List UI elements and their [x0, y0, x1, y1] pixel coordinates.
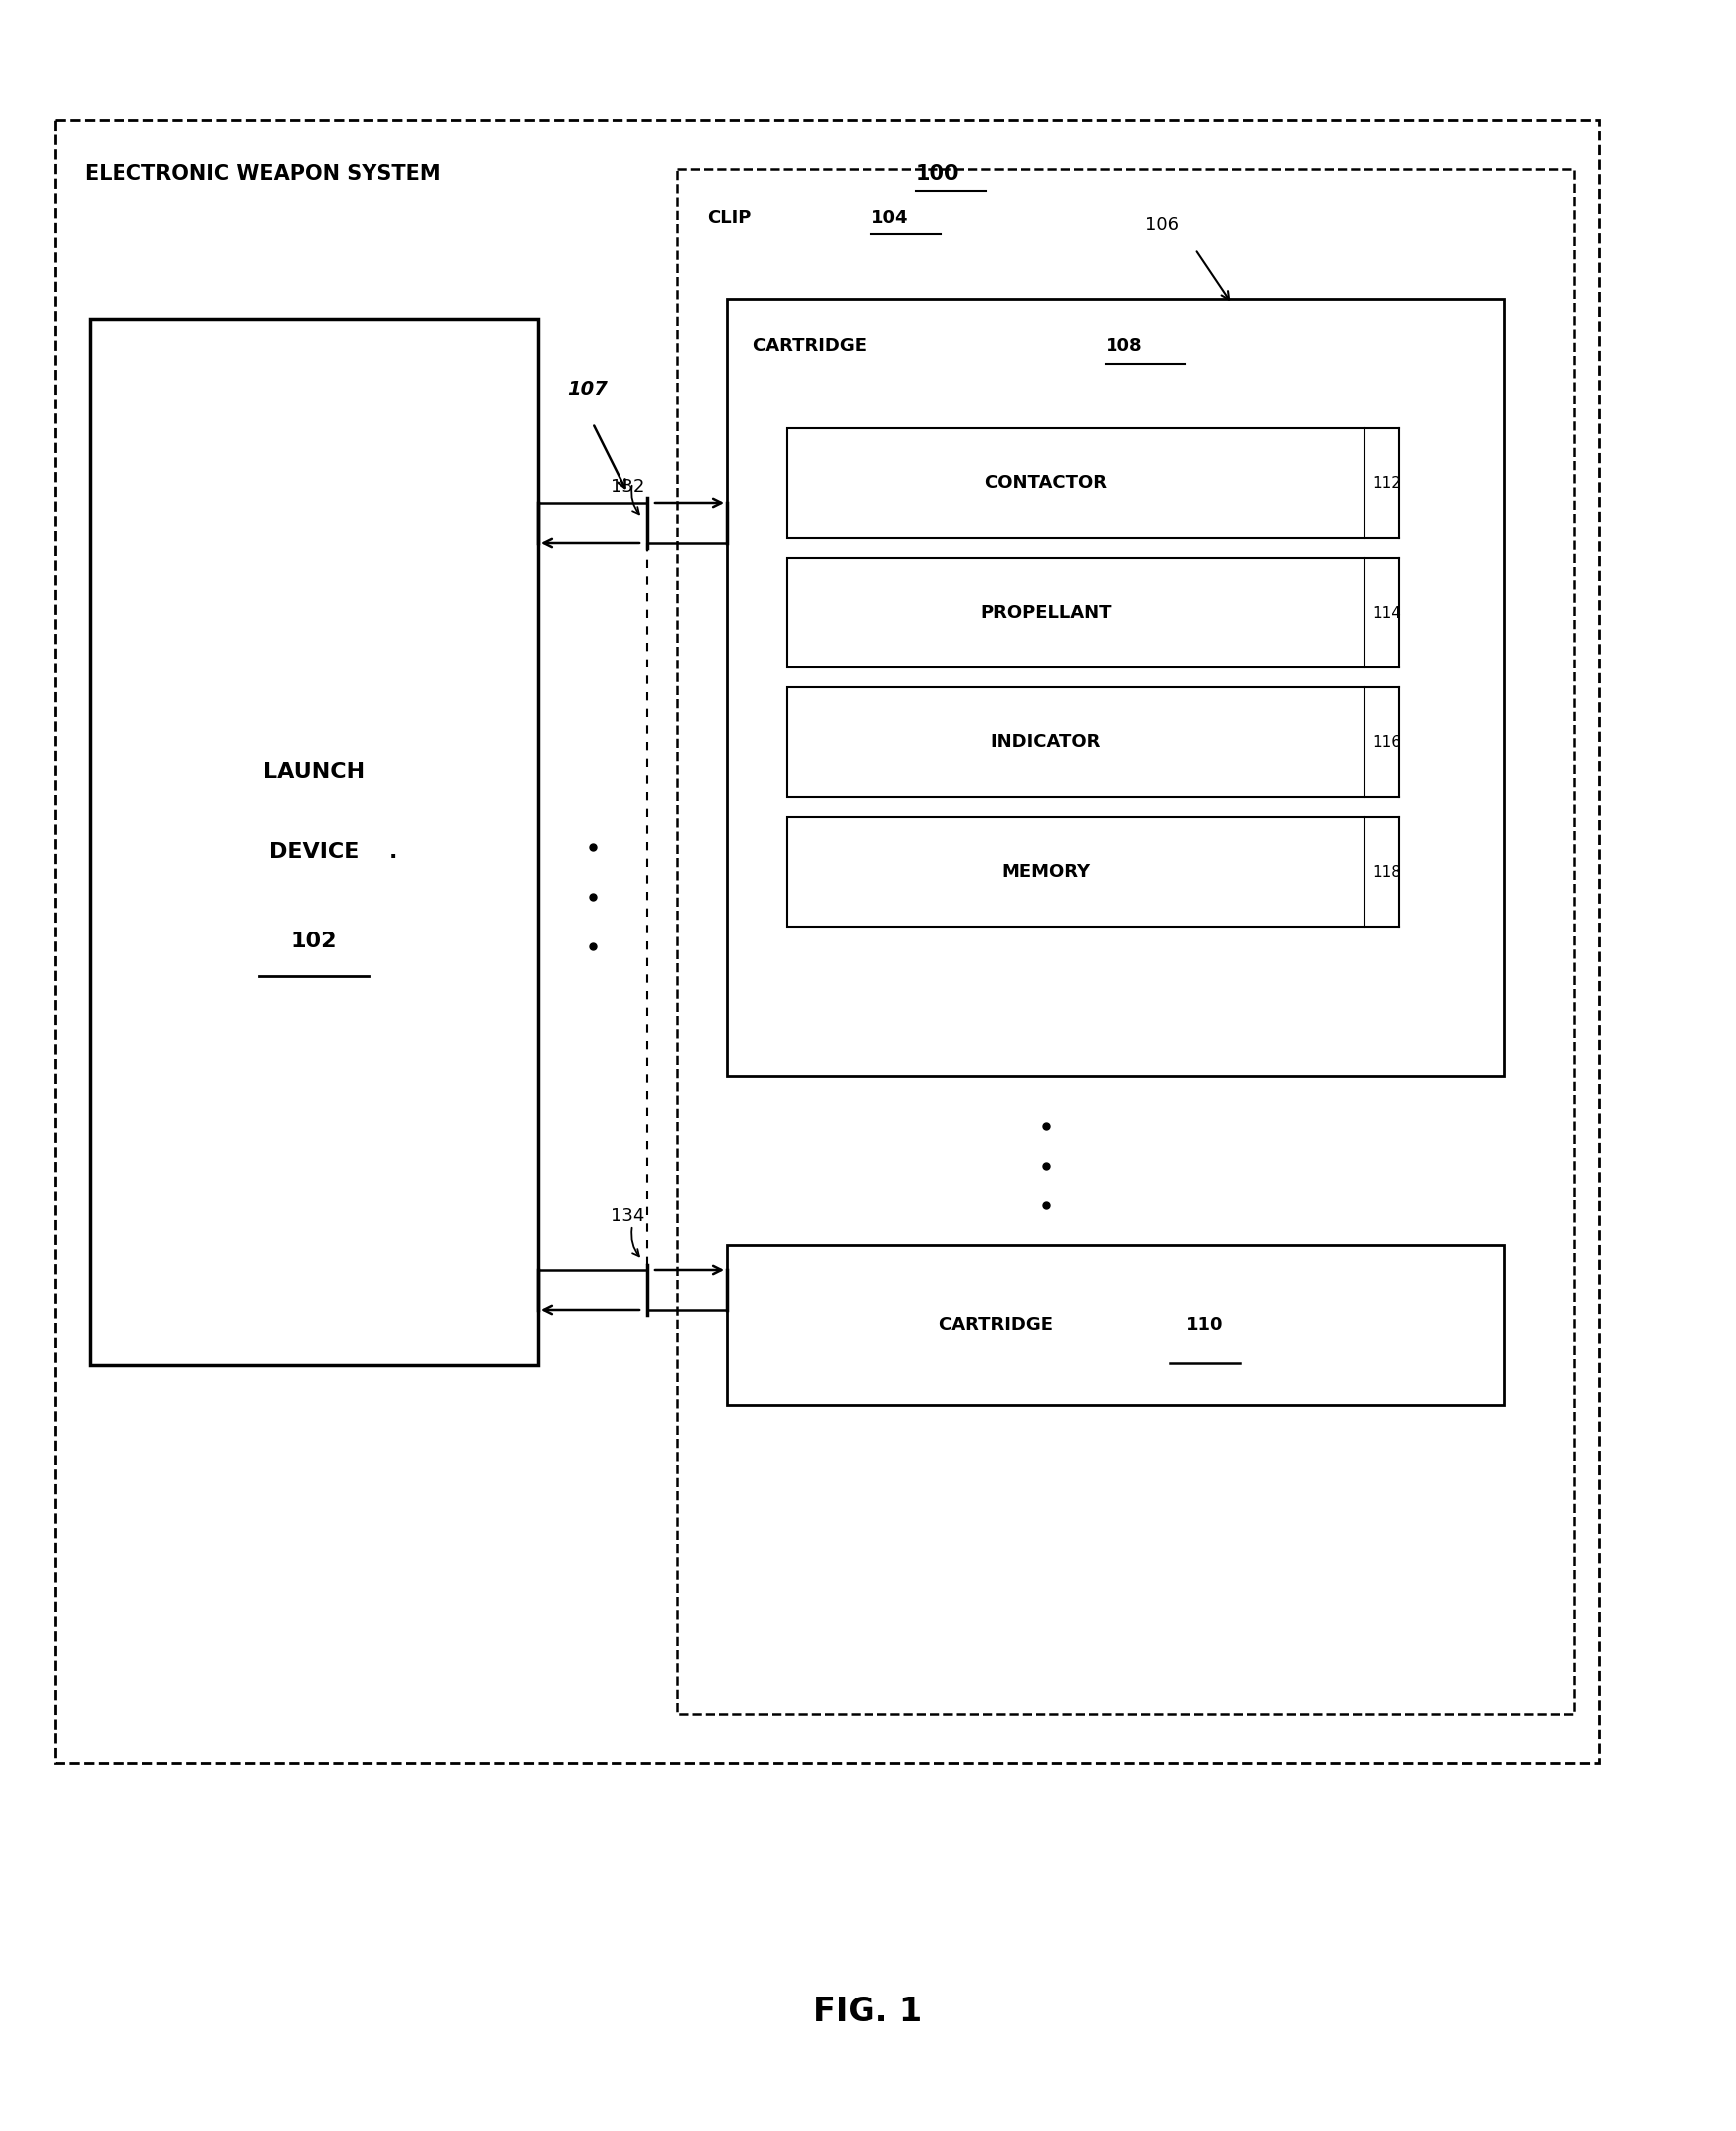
Text: CONTACTOR: CONTACTOR — [984, 475, 1108, 492]
Text: CARTRIDGE: CARTRIDGE — [939, 1317, 1054, 1334]
Text: FIG. 1: FIG. 1 — [812, 1995, 924, 2029]
Text: 108: 108 — [1106, 337, 1142, 354]
Text: .: . — [389, 842, 398, 861]
Bar — [786, 816, 1364, 927]
Text: DEVICE: DEVICE — [269, 842, 359, 861]
Bar — [786, 428, 1364, 537]
Text: 106: 106 — [1146, 215, 1179, 234]
Text: 102: 102 — [290, 931, 337, 950]
Text: LAUNCH: LAUNCH — [262, 763, 365, 782]
Text: CLIP: CLIP — [707, 209, 752, 228]
Text: 118: 118 — [1373, 865, 1401, 880]
Text: 100: 100 — [917, 164, 960, 183]
Text: 104: 104 — [871, 209, 910, 228]
Text: 114: 114 — [1373, 605, 1401, 620]
Text: 110: 110 — [1186, 1317, 1224, 1334]
Text: CARTRIDGE: CARTRIDGE — [752, 337, 866, 354]
Text: 116: 116 — [1373, 735, 1401, 750]
Text: MEMORY: MEMORY — [1002, 863, 1090, 880]
Text: ELECTRONIC WEAPON SYSTEM: ELECTRONIC WEAPON SYSTEM — [85, 164, 441, 183]
Bar — [727, 298, 1503, 1076]
Bar — [786, 688, 1364, 797]
Text: PROPELLANT: PROPELLANT — [981, 603, 1111, 622]
Text: 107: 107 — [568, 379, 608, 398]
Bar — [727, 1245, 1503, 1404]
Bar — [90, 320, 538, 1364]
Bar — [56, 119, 1599, 1762]
Bar — [677, 168, 1573, 1713]
Text: 112: 112 — [1373, 475, 1401, 490]
Text: 134: 134 — [611, 1208, 644, 1225]
Bar — [786, 558, 1364, 667]
Text: 132: 132 — [611, 477, 644, 497]
Text: INDICATOR: INDICATOR — [991, 733, 1101, 752]
